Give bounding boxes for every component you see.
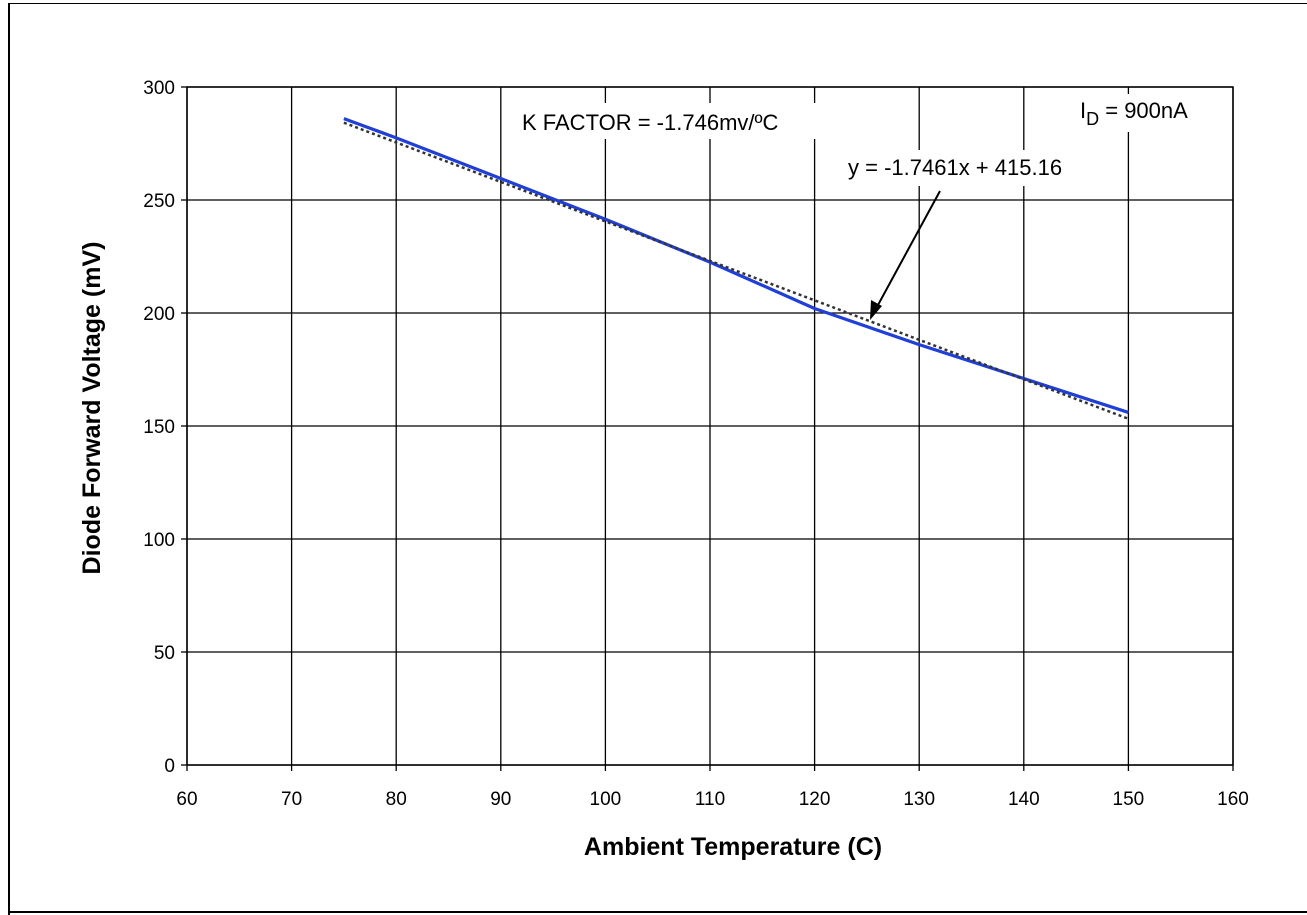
x-tick-label: 130 [903,789,935,810]
figure-bottom-border [8,911,1307,913]
equation-label: y = -1.7461x + 415.16 [848,155,1062,180]
equation-arrow-line [871,190,941,317]
grid [181,86,1234,771]
y-tick-label: 300 [143,78,175,99]
x-tick-label: 100 [590,789,622,810]
x-tick-label: 80 [386,789,407,810]
equation-background [842,150,1118,186]
y-tick-label: 0 [164,756,175,777]
x-tick-label: 60 [176,789,197,810]
figure-frame [8,3,1307,915]
x-tick-label: 120 [799,789,831,810]
x-tick-label: 160 [1217,789,1249,810]
x-axis-title: Ambient Temperature (C) [584,833,882,861]
current-prefix: I [1080,98,1086,123]
x-tick-label: 90 [490,789,511,810]
current-suffix: = 900nA [1099,98,1188,123]
y-tick-label: 100 [143,530,175,551]
y-tick-label: 200 [143,304,175,325]
current-label: ID = 900nA [1080,98,1188,129]
k-factor-background [516,103,846,139]
y-tick-label: 50 [154,643,175,664]
y-tick-label: 250 [143,191,175,212]
y-tick-label: 150 [143,417,175,438]
x-tick-label: 140 [1008,789,1040,810]
x-tick-label: 70 [281,789,302,810]
tick-labels: 60 70 80 90 100 110 120 130 140 150 160 0 50 100 150 20… [143,78,1249,810]
equation-arrow-head [870,300,882,320]
equation-annotation: y = -1.7461x + 415.16 [842,150,1118,320]
x-tick-label: 150 [1113,789,1145,810]
plot-border [186,86,1234,766]
current-background [1074,94,1224,132]
k-factor-annotation: K FACTOR = -1.746mv/ºC [516,103,846,139]
k-factor-label: K FACTOR = -1.746mv/ºC [522,110,779,135]
series-layer [343,117,1129,420]
x-tick-label: 110 [695,789,725,810]
y-axis-title: Diode Forward Voltage (mV) [78,242,106,575]
current-subscript: D [1086,109,1099,129]
trendline-series [343,121,1129,420]
current-annotation: ID = 900nA [1074,94,1224,132]
